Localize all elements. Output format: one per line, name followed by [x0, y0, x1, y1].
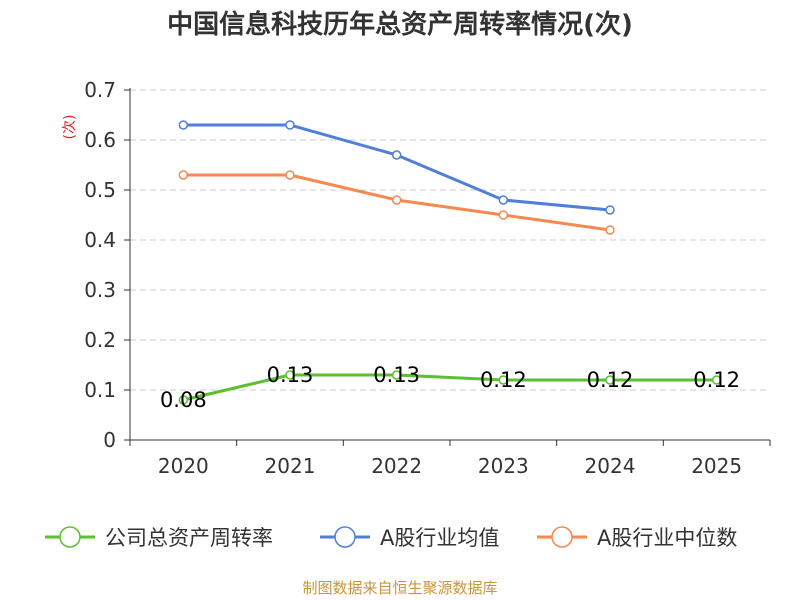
y-tick-label: 0: [103, 428, 116, 452]
series-lines: [178, 120, 722, 405]
data-point: [285, 120, 295, 130]
data-point: [178, 170, 189, 180]
data-point: [178, 395, 189, 405]
legend-label: A股行业均值: [380, 526, 499, 550]
data-point: [498, 195, 509, 205]
legend-marker: [59, 526, 81, 548]
legend-item[interactable]: A股行业均值: [320, 526, 499, 550]
data-label: 0.12: [693, 368, 740, 392]
data-label: 0.08: [160, 388, 207, 412]
data-point: [391, 370, 402, 380]
data-point: [178, 120, 189, 130]
y-tick-label: 0.2: [84, 328, 116, 352]
x-tick-label: 2022: [371, 454, 422, 478]
x-tick-label: 2021: [265, 454, 316, 478]
data-point: [605, 225, 615, 235]
legend-item[interactable]: 公司总资产周转率: [45, 526, 273, 550]
data-point: [285, 370, 295, 380]
y-tick-label: 0.6: [84, 128, 116, 152]
data-point: [391, 195, 402, 205]
data-label: 0.13: [267, 363, 314, 387]
data-point: [605, 205, 615, 215]
data-label: 0.12: [587, 368, 634, 392]
data-point: [285, 170, 295, 180]
data-label: 0.12: [480, 368, 527, 392]
legend-marker: [551, 526, 573, 548]
legend-label: 公司总资产周转率: [105, 526, 273, 550]
data-label: 0.13: [373, 363, 420, 387]
data-point: [391, 150, 402, 160]
legend-label: A股行业中位数: [597, 526, 737, 550]
y-tick-label: 0.7: [84, 78, 116, 102]
series-line: [182, 373, 717, 402]
y-axis-label: (次): [62, 115, 78, 140]
grid-lines: [130, 89, 770, 391]
y-tick-label: 0.5: [84, 178, 116, 202]
axes: 0 0.1 0.2 0.3 0.4 0.5 0.6 0.7 2020 2021 2022 2023 20…: [62, 78, 771, 478]
legend-marker: [334, 526, 356, 548]
data-point: [605, 375, 615, 385]
data-point: [498, 375, 509, 385]
chart-title: 中国信息科技历年总资产周转率情况(次): [167, 10, 633, 40]
y-tick-label: 0.4: [84, 228, 116, 252]
data-point: [498, 210, 509, 220]
data-point: [711, 375, 722, 385]
x-tick-label: 2020: [158, 454, 209, 478]
source-note: 制图数据来自恒生聚源数据库: [302, 579, 498, 597]
legend[interactable]: 公司总资产周转率 A股行业均值 A股行业中位数: [45, 526, 737, 550]
data-labels: 0.08 0.13 0.13 0.12 0.12 0.12: [160, 363, 740, 412]
y-tick-label: 0.1: [84, 378, 116, 402]
y-tick-label: 0.3: [84, 278, 116, 302]
x-tick-label: 2023: [478, 454, 529, 478]
x-tick-label: 2024: [585, 454, 636, 478]
legend-item[interactable]: A股行业中位数: [537, 526, 737, 550]
x-tick-label: 2025: [691, 454, 742, 478]
